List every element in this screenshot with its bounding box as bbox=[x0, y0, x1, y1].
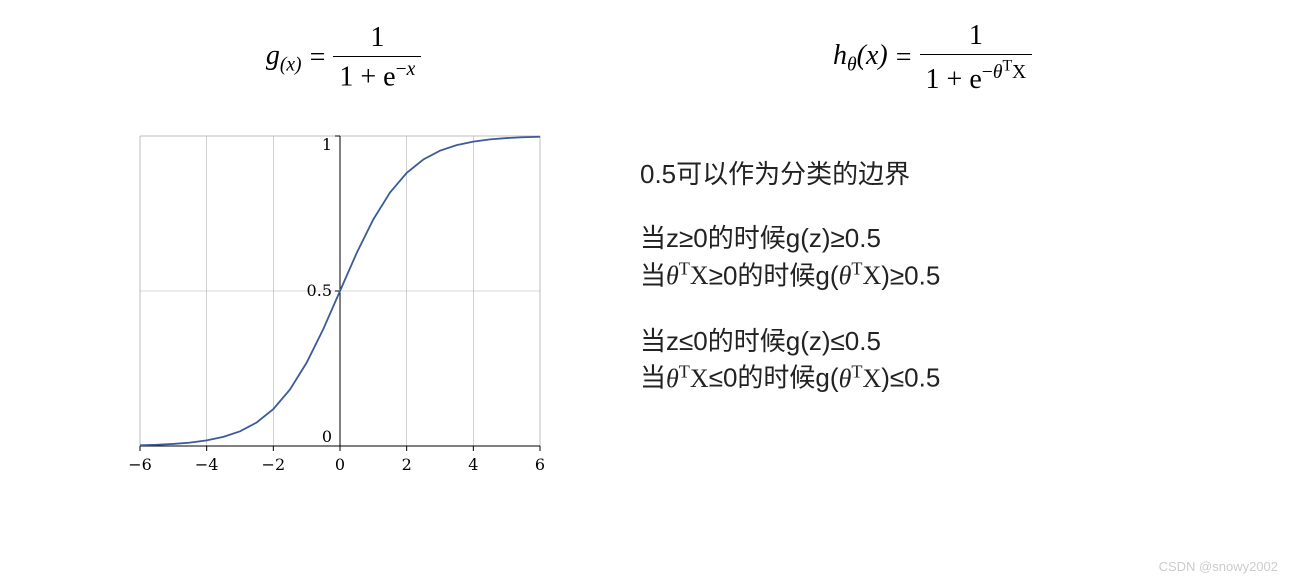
l3-T2: T bbox=[851, 259, 862, 279]
formula2-exp: −θTX bbox=[982, 62, 1026, 83]
formula-hypothesis: hθ(x) = 1 1 + e−θTX bbox=[833, 20, 1032, 96]
formula1-paren-sub: (x) bbox=[280, 54, 302, 75]
text-line-2: 当z≥0的时候g(z)≥0.5 bbox=[640, 220, 1258, 256]
formula2-den-plus: + bbox=[940, 64, 970, 95]
svg-text:4: 4 bbox=[468, 455, 478, 474]
formula2-den-1: 1 bbox=[926, 64, 940, 95]
svg-text:0: 0 bbox=[322, 427, 332, 446]
formula2-exp-T: T bbox=[1002, 57, 1012, 74]
formula2-den: 1 + e−θTX bbox=[920, 54, 1033, 96]
svg-text:−6: −6 bbox=[128, 455, 152, 474]
l3-pre: 当 bbox=[640, 260, 666, 290]
formula1-den-plus: + bbox=[353, 62, 383, 93]
l3-mid: ≥0的时候g( bbox=[709, 260, 839, 290]
formula1-g: g bbox=[266, 40, 280, 71]
formula1-eq: = bbox=[310, 42, 326, 74]
sigmoid-chart: −6 −4 −2 0 2 4 6 0 0.5 1 bbox=[120, 126, 560, 491]
formula2-po: ( bbox=[857, 40, 866, 71]
formula1-den: 1 + e−x bbox=[333, 56, 421, 93]
svg-text:−2: −2 bbox=[262, 455, 286, 474]
l5-theta: θ bbox=[666, 364, 679, 393]
l5-theta2: θ bbox=[839, 364, 852, 393]
formula2-exp-minus: − bbox=[982, 62, 993, 83]
l5-pre: 当 bbox=[640, 363, 666, 393]
formula2-pc: ) bbox=[878, 40, 887, 71]
formula2-theta-sub: θ bbox=[847, 54, 857, 75]
l5-T2: T bbox=[851, 361, 862, 381]
formula1-exp-minus: − bbox=[396, 59, 407, 80]
l5-X: X bbox=[690, 364, 709, 393]
svg-text:0: 0 bbox=[335, 455, 345, 474]
text-line-5: 当θTX≤0的时候g(θTX)≤0.5 bbox=[640, 359, 1258, 397]
formula1-pc: ) bbox=[295, 54, 302, 75]
formula1-den-1: 1 bbox=[339, 62, 353, 93]
text-line-1: 0.5可以作为分类的边界 bbox=[640, 156, 1258, 192]
l5-end: )≤0.5 bbox=[881, 363, 940, 393]
svg-text:1: 1 bbox=[322, 135, 332, 154]
svg-text:0.5: 0.5 bbox=[307, 281, 332, 300]
l5-T: T bbox=[679, 361, 690, 381]
formula1-lhs: g(x) bbox=[266, 40, 302, 77]
formula1-exp: −x bbox=[396, 59, 416, 80]
formula1-num: 1 bbox=[364, 22, 390, 56]
formula1-frac: 1 1 + e−x bbox=[333, 22, 421, 93]
formula2-h: h bbox=[833, 40, 847, 71]
formula2-lhs: hθ(x) bbox=[833, 40, 888, 77]
l5-X2: X bbox=[862, 364, 881, 393]
svg-text:6: 6 bbox=[535, 455, 545, 474]
l3-theta2: θ bbox=[839, 261, 852, 290]
formula-sigmoid: g(x) = 1 1 + e−x bbox=[266, 22, 422, 93]
text-line-3: 当θTX≥0的时候g(θTX)≥0.5 bbox=[640, 257, 1258, 295]
l3-T: T bbox=[679, 259, 690, 279]
formula2-exp-theta: θ bbox=[993, 62, 1003, 83]
formula2-eq: = bbox=[896, 42, 912, 74]
l3-X2: X bbox=[862, 261, 881, 290]
formula2-x: x bbox=[866, 40, 878, 71]
l3-X: X bbox=[690, 261, 709, 290]
formula1-exp-x: x bbox=[407, 59, 416, 80]
l3-theta: θ bbox=[666, 261, 679, 290]
l5-mid: ≤0的时候g( bbox=[709, 363, 839, 393]
formula1-den-e: e bbox=[383, 62, 395, 93]
formula-row: g(x) = 1 1 + e−x hθ(x) = 1 1 + e−θTX bbox=[0, 0, 1298, 106]
sigmoid-svg: −6 −4 −2 0 2 4 6 0 0.5 1 bbox=[120, 126, 560, 486]
formula2-exp-X: X bbox=[1012, 62, 1026, 83]
svg-text:−4: −4 bbox=[195, 455, 219, 474]
explanation-text: 0.5可以作为分类的边界 当z≥0的时候g(z)≥0.5 当θTX≥0的时候g(… bbox=[560, 126, 1258, 491]
formula2-den-e: e bbox=[969, 64, 981, 95]
lower-row: −6 −4 −2 0 2 4 6 0 0.5 1 0.5可以作为分类的边界 当z≥0的时候g(z)… bbox=[0, 106, 1298, 491]
formula2-frac: 1 1 + e−θTX bbox=[920, 20, 1033, 96]
watermark: CSDN @snowy2002 bbox=[1159, 559, 1278, 574]
text-line-4: 当z≤0的时候g(z)≤0.5 bbox=[640, 323, 1258, 359]
formula1-x: x bbox=[286, 54, 295, 75]
svg-text:2: 2 bbox=[402, 455, 412, 474]
formula2-num: 1 bbox=[963, 20, 989, 54]
l3-end: )≥0.5 bbox=[881, 260, 940, 290]
